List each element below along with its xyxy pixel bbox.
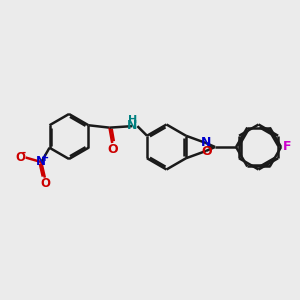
Text: +: + bbox=[41, 153, 49, 163]
Text: -: - bbox=[22, 147, 26, 158]
Text: O: O bbox=[16, 151, 26, 164]
Text: N: N bbox=[201, 136, 212, 149]
Text: F: F bbox=[283, 140, 291, 154]
Text: N: N bbox=[127, 119, 137, 132]
Text: N: N bbox=[36, 155, 46, 168]
Text: H: H bbox=[128, 115, 137, 125]
Text: O: O bbox=[107, 142, 118, 155]
Text: O: O bbox=[40, 176, 50, 190]
Text: O: O bbox=[201, 145, 212, 158]
